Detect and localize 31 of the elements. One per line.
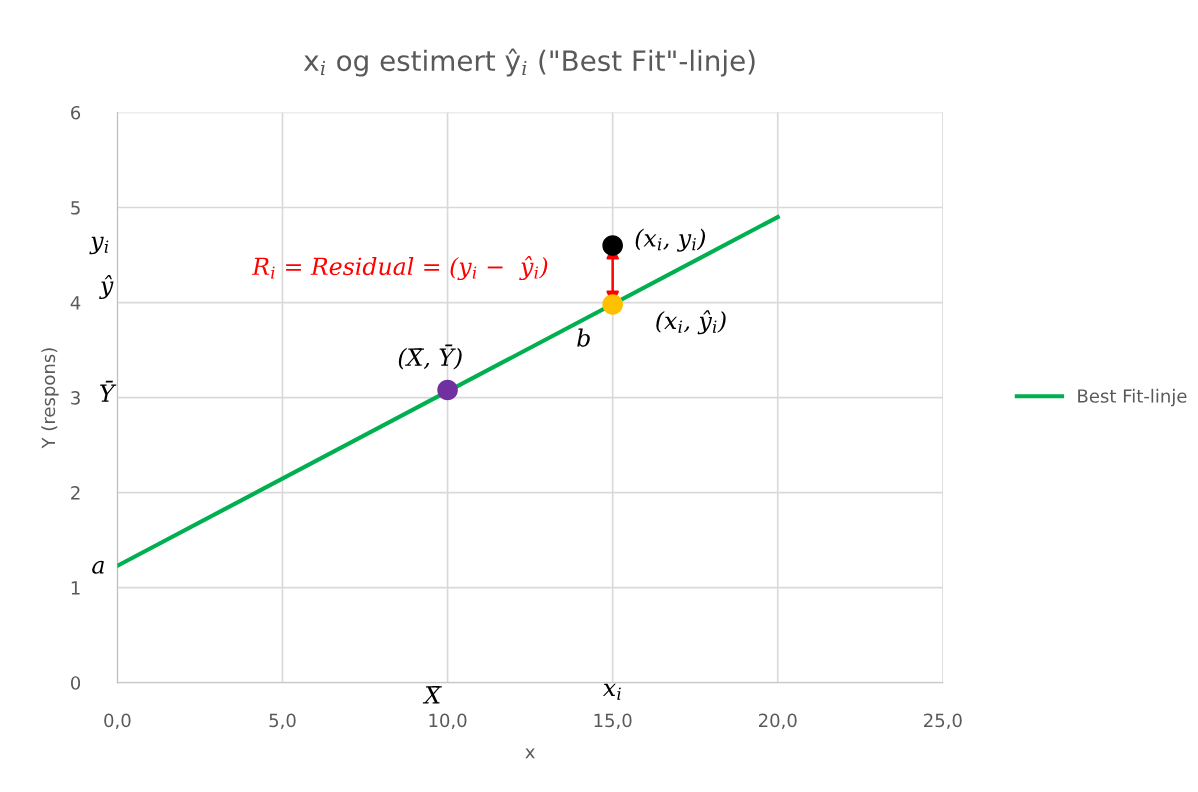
y-tick-label: 1 <box>71 581 80 595</box>
y-axis-title: Y (respons) <box>41 348 59 449</box>
x-tick-label: 10,0 <box>429 713 467 730</box>
chart-title: x$_{i}$ og estimert ŷ$_{i}$ ("Best Fit"-linje) <box>303 48 755 77</box>
annotation: (X̄, Ȳ) <box>398 344 462 370</box>
y-tick-label: 5 <box>71 201 80 215</box>
x-tick-label: 5,0 <box>269 713 296 730</box>
x-tick-label: 15,0 <box>594 713 632 730</box>
x-tick-label: 25,0 <box>924 713 962 730</box>
point <box>602 294 623 315</box>
text: a <box>92 560 104 574</box>
x-tick-label: 0,0 <box>104 713 131 730</box>
annotation: b <box>577 328 590 347</box>
legend-label: Best Fit-linje <box>1078 388 1187 407</box>
annotation: (x$_{i}$, ŷ$_{i}$) <box>656 310 726 335</box>
point <box>437 379 458 401</box>
x-tick-label: 20,0 <box>758 713 797 730</box>
text: ŷ <box>99 274 114 300</box>
annotation: (x$_{i}$, y$_{i}$) <box>635 228 706 252</box>
text: X̄ <box>422 685 442 704</box>
point <box>602 235 623 256</box>
y-tick-label: 4 <box>70 296 81 310</box>
annotation: R$_{i}$ = Residual = (y$_{i}$ − ŷ$_{i}$) <box>251 255 548 281</box>
y-tick-label: 3 <box>71 391 80 405</box>
y-tick-label: 2 <box>71 486 80 500</box>
text: y$_{i}$ <box>89 236 109 255</box>
x-axis-title: x <box>525 748 535 759</box>
y-tick-label: 0 <box>71 676 81 690</box>
text: Ȳ <box>100 380 117 402</box>
y-tick-label: 6 <box>71 105 81 120</box>
text: x$_{i}$ <box>602 683 621 700</box>
